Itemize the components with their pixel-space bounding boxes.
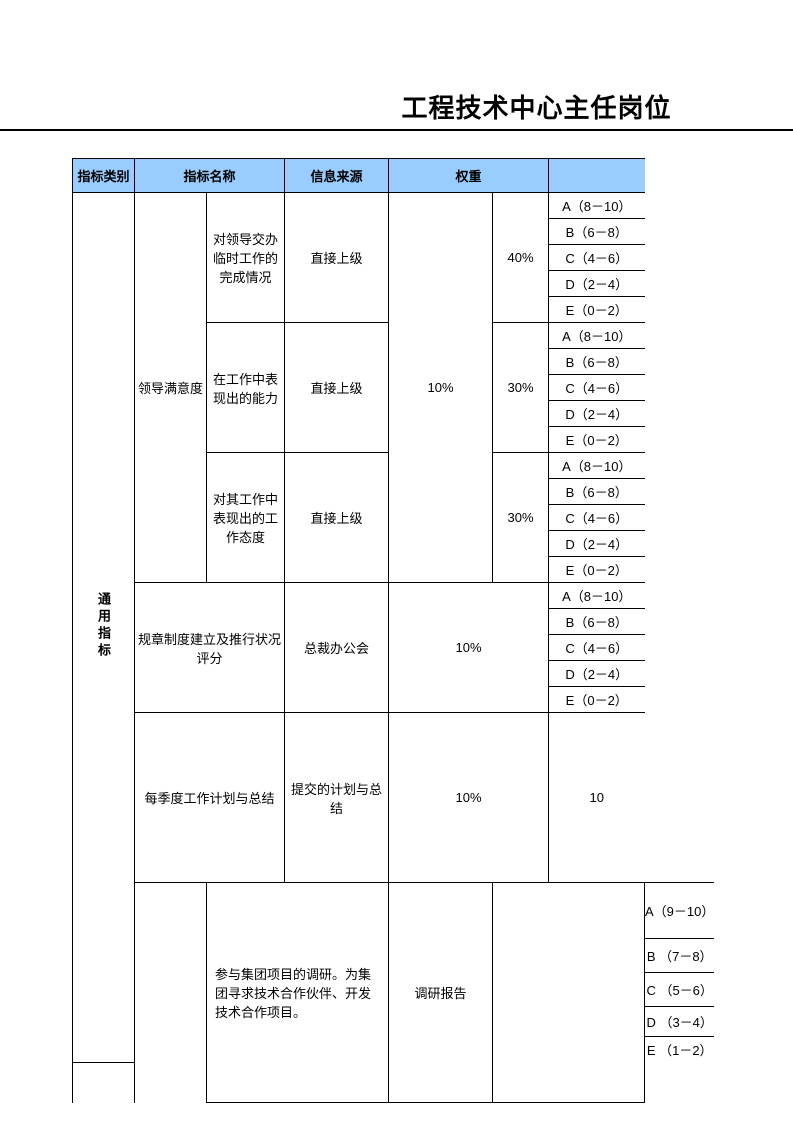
category-cell: 通用指标 bbox=[73, 193, 135, 1063]
grade-cell: B（6－8） bbox=[549, 349, 645, 375]
weight-r5: 10% bbox=[389, 713, 549, 883]
weight-r6 bbox=[493, 883, 645, 1103]
table-row: 每季度工作计划与总结 提交的计划与总结 10% 10 bbox=[73, 713, 715, 883]
table-container: 指标类别 指标名称 信息来源 权重 通用指标 领导满意度 对领导交办临时工作的完… bbox=[72, 158, 714, 1103]
score-r5: 10 bbox=[549, 713, 645, 883]
w2-r1: 40% bbox=[493, 193, 549, 323]
title-underline: 工程技术中心主任岗位 bbox=[0, 88, 793, 131]
hdr-weight: 权重 bbox=[389, 159, 549, 193]
grade-cell: A（8－10） bbox=[549, 323, 645, 349]
grade-cell: C（4－6） bbox=[549, 375, 645, 401]
grade-cell: B（6－8） bbox=[549, 609, 645, 635]
src-r4: 总裁办公会 bbox=[285, 583, 389, 713]
grade-cell: B（6－8） bbox=[549, 479, 645, 505]
grade-cell: D（2－4） bbox=[549, 271, 645, 297]
grade-cell: E（0－2） bbox=[549, 427, 645, 453]
hdr-name: 指标名称 bbox=[135, 159, 285, 193]
src-r6: 调研报告 bbox=[389, 883, 493, 1103]
hdr-source: 信息来源 bbox=[285, 159, 389, 193]
grade-cell: A（8－10） bbox=[549, 193, 645, 219]
grade-cell: D（2－4） bbox=[549, 531, 645, 557]
name-r5: 每季度工作计划与总结 bbox=[135, 713, 285, 883]
table-row: 参与集团项目的调研。为集团寻求技术合作伙伴、开发技术合作项目。 调研报告 A（9… bbox=[73, 883, 715, 939]
grade-cell-empty bbox=[73, 1063, 135, 1103]
grade-cell: A（8－10） bbox=[549, 453, 645, 479]
src-r2: 直接上级 bbox=[285, 323, 389, 453]
weight-r4: 10% bbox=[389, 583, 549, 713]
name-r1: 对领导交办临时工作的完成情况 bbox=[207, 193, 285, 323]
grade-cell: C（4－6） bbox=[549, 245, 645, 271]
kpi-table: 指标类别 指标名称 信息来源 权重 通用指标 领导满意度 对领导交办临时工作的完… bbox=[72, 158, 714, 1103]
grade-cell: E（0－2） bbox=[549, 297, 645, 323]
grade-cell: B （7－8） bbox=[645, 939, 715, 973]
header-row: 指标类别 指标名称 信息来源 权重 bbox=[73, 159, 715, 193]
page-title: 工程技术中心主任岗位 bbox=[401, 88, 671, 129]
group-领导满意度: 领导满意度 bbox=[135, 193, 207, 583]
grade-cell: D（2－4） bbox=[549, 401, 645, 427]
grade-cell: C （5－6） bbox=[645, 973, 715, 1007]
w1-r1: 10% bbox=[389, 193, 493, 583]
grade-cell: E （1－2） bbox=[645, 1037, 715, 1063]
page: 工程技术中心主任岗位 指标类别 指标名称 信息来源 权重 通用指标 领导满意度 … bbox=[0, 0, 793, 1122]
name-r4: 规章制度建立及推行状况评分 bbox=[135, 583, 285, 713]
grade-cell: D（2－4） bbox=[549, 661, 645, 687]
name-r2: 在工作中表现出的能力 bbox=[207, 323, 285, 453]
grade-cell: E（0－2） bbox=[549, 687, 645, 713]
grade-cell: A（8－10） bbox=[549, 583, 645, 609]
grade-cell: D （3－4） bbox=[645, 1007, 715, 1037]
grade-cell: E（0－2） bbox=[549, 557, 645, 583]
src-r1: 直接上级 bbox=[285, 193, 389, 323]
grade-cell: B（6－8） bbox=[549, 219, 645, 245]
grade-cell: A（9－10） bbox=[645, 883, 715, 939]
hdr-category: 指标类别 bbox=[73, 159, 135, 193]
category-label: 通用指标 bbox=[94, 592, 113, 660]
name-r6: 参与集团项目的调研。为集团寻求技术合作伙伴、开发技术合作项目。 bbox=[207, 883, 389, 1103]
src-r5: 提交的计划与总结 bbox=[285, 713, 389, 883]
w2-r2: 30% bbox=[493, 323, 549, 453]
src-r3: 直接上级 bbox=[285, 453, 389, 583]
grade-cell: C（4－6） bbox=[549, 505, 645, 531]
grade-cell: C（4－6） bbox=[549, 635, 645, 661]
category-cell-2 bbox=[135, 883, 207, 1103]
table-row: 规章制度建立及推行状况评分 总裁办公会 10% A（8－10） bbox=[73, 583, 715, 609]
table-row: 通用指标 领导满意度 对领导交办临时工作的完成情况 直接上级 10% 40% A… bbox=[73, 193, 715, 219]
hdr-grade bbox=[549, 159, 645, 193]
name-r3: 对其工作中表现出的工作态度 bbox=[207, 453, 285, 583]
w2-r3: 30% bbox=[493, 453, 549, 583]
